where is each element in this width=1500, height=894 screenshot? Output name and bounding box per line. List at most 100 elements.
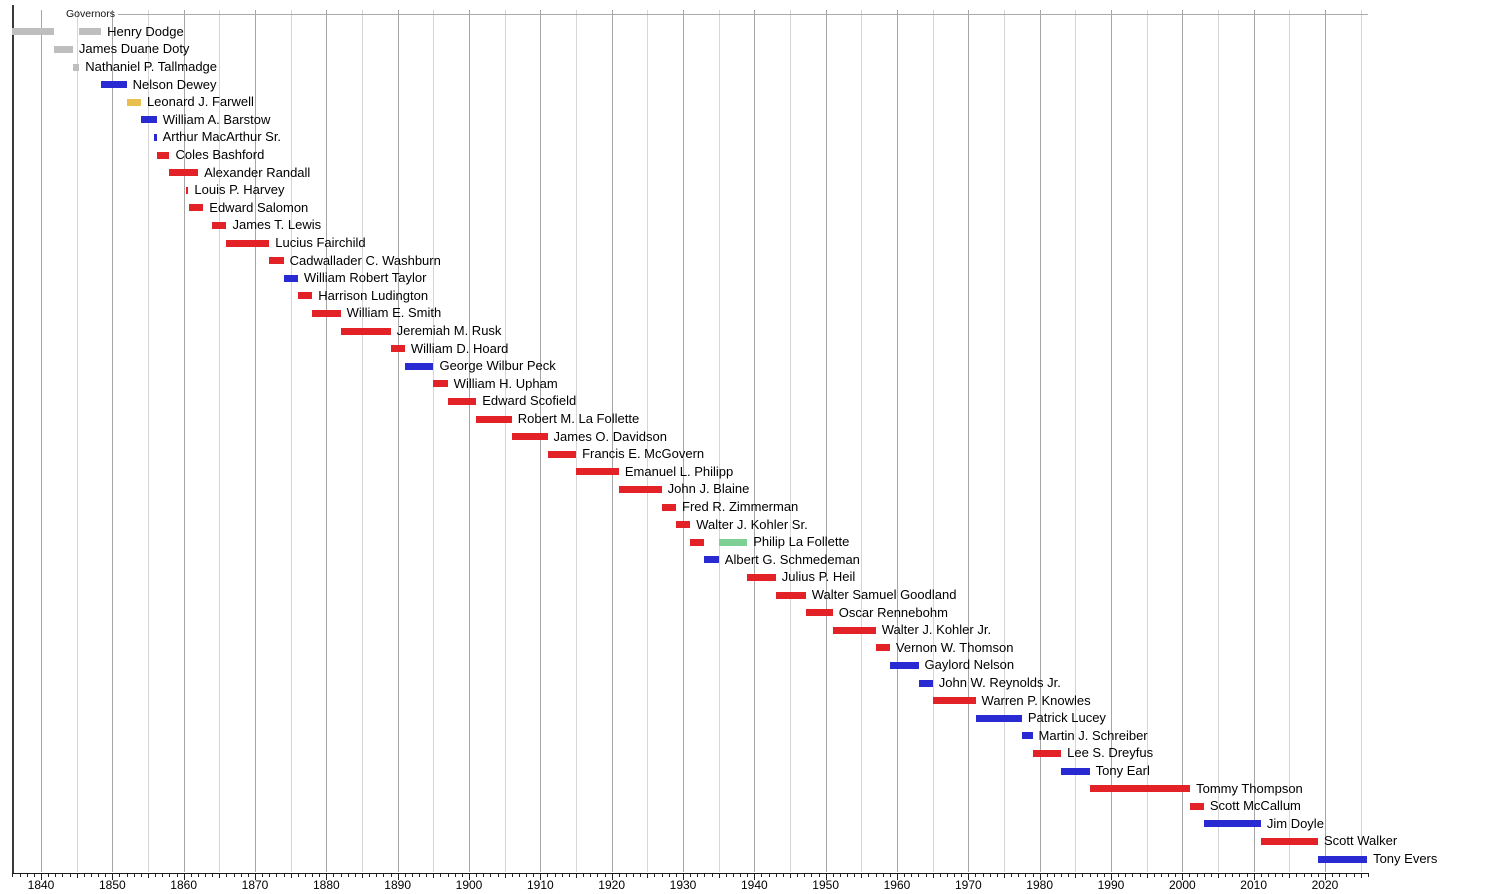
axis-tick-year — [611, 874, 613, 880]
axis-tick-year — [875, 874, 877, 877]
axis-tick-year — [1061, 874, 1063, 877]
axis-tick-year — [197, 874, 199, 877]
axis-tick-year — [1068, 874, 1070, 877]
term-bar-republican — [661, 503, 676, 511]
governor-name-label: Scott McCallum — [1209, 798, 1301, 814]
axis-tick-year — [1239, 874, 1241, 877]
axis-tick-year — [818, 874, 820, 877]
governor-row: Tony Evers — [0, 850, 1500, 868]
axis-year-label: 1920 — [598, 878, 625, 892]
gridline-5yr — [1003, 10, 1005, 872]
term-bar-democratic — [918, 679, 933, 687]
axis-tick-year — [946, 874, 948, 877]
axis-tick-year — [554, 874, 556, 877]
term-bar-democratic — [975, 714, 1022, 722]
gridline-decade — [1253, 10, 1255, 872]
axis-tick-year — [597, 874, 599, 877]
axis-tick-year — [982, 874, 984, 877]
gridline-decade — [1182, 10, 1184, 872]
governor-name-label: Albert G. Schmedeman — [724, 551, 860, 567]
axis-tick-year — [105, 874, 107, 877]
axis-tick-year — [447, 874, 449, 877]
axis-tick-year — [319, 874, 321, 877]
governor-name-label: Tommy Thompson — [1196, 780, 1303, 796]
term-bar-republican — [188, 204, 204, 212]
term-bar-democratic — [140, 116, 157, 124]
governor-row: James O. Davidson — [0, 428, 1500, 446]
axis-tick-year — [847, 874, 849, 877]
axis-tick-year — [718, 874, 720, 878]
axis-tick-year — [1153, 874, 1155, 877]
axis-tick-year — [1096, 874, 1098, 877]
axis-tick-year — [1367, 874, 1369, 877]
governor-row: Walter Samuel Goodland — [0, 586, 1500, 604]
term-bar-republican — [511, 433, 548, 441]
governor-row: Lee S. Dreyfus — [0, 745, 1500, 763]
axis-tick-year — [811, 874, 813, 877]
term-bar-democratic — [889, 662, 919, 670]
axis-tick-year — [683, 874, 684, 880]
axis-tick-year — [1196, 874, 1198, 877]
governor-row: James T. Lewis — [0, 217, 1500, 235]
axis-tick-year — [789, 874, 791, 878]
gridline-5yr — [861, 10, 863, 872]
governor-name-label: John J. Blaine — [667, 481, 750, 497]
axis-year-label: 1910 — [526, 878, 554, 892]
governor-row: Henry Dodge — [0, 23, 1500, 41]
axis-tick-year — [297, 874, 299, 877]
governor-row: Harrison Ludington — [0, 287, 1500, 305]
term-bar-republican — [185, 186, 189, 194]
governor-name-label: Fred R. Zimmerman — [682, 498, 799, 514]
axis-tick-year — [276, 874, 278, 877]
term-bar-whig — [126, 98, 141, 106]
term-bar-republican — [576, 468, 619, 476]
governor-name-label: William Robert Taylor — [303, 270, 427, 286]
axis-year-label: 1970 — [954, 878, 982, 892]
term-bar-progressive — [718, 538, 748, 546]
governor-name-label: Julius P. Heil — [781, 569, 856, 585]
governor-row: Alexander Randall — [0, 164, 1500, 182]
axis-tick-year — [889, 874, 891, 877]
gridline-5yr — [76, 10, 78, 872]
governor-name-label: Tony Evers — [1373, 850, 1438, 866]
term-bar-democratic — [1061, 767, 1090, 775]
axis-year-label: 1880 — [312, 878, 340, 892]
governor-row: George Wilbur Peck — [0, 358, 1500, 376]
governor-name-label: Leonard J. Farwell — [146, 94, 254, 110]
axis-tick-year — [347, 874, 349, 877]
axis-tick-year — [1089, 874, 1091, 877]
axis-year-label: 1930 — [669, 878, 697, 892]
governor-row: Scott Walker — [0, 833, 1500, 851]
gridline-5yr — [504, 10, 506, 872]
axis-tick-year — [547, 874, 549, 877]
governor-row: Fred R. Zimmerman — [0, 498, 1500, 516]
governor-row: Vernon W. Thomson — [0, 639, 1500, 657]
axis-tick-year — [583, 874, 585, 877]
term-bar-republican — [212, 222, 227, 230]
axis-tick-year — [1132, 874, 1134, 877]
term-bar-republican — [156, 151, 170, 159]
axis-tick-year — [247, 874, 249, 877]
axis-year-label: 1870 — [241, 878, 269, 892]
gridline-5yr — [1360, 10, 1362, 872]
governor-name-label: Lee S. Dreyfus — [1067, 745, 1154, 761]
gridline-decade — [1110, 10, 1112, 872]
governor-row: Jim Doyle — [0, 815, 1500, 833]
axis-tick-year — [98, 874, 100, 877]
axis-year-label: 1960 — [883, 878, 911, 892]
axis-tick-year — [633, 874, 635, 877]
axis-tick-year — [989, 874, 991, 877]
axis-year-label: 1840 — [27, 878, 55, 892]
axis-tick-year — [868, 874, 870, 877]
axis-tick-year — [661, 874, 663, 877]
axis-tick-year — [483, 874, 485, 877]
governor-name-label: Lucius Fairchild — [275, 234, 366, 250]
axis-tick-year — [1189, 874, 1191, 877]
term-bar-republican — [297, 292, 313, 300]
axis-tick-year — [155, 874, 157, 877]
axis-tick-year — [269, 874, 271, 877]
gridline-decade — [255, 10, 256, 872]
axis-tick-year — [568, 874, 570, 877]
axis-tick-year — [454, 874, 456, 877]
governor-name-label: Martin J. Schreiber — [1038, 727, 1148, 743]
